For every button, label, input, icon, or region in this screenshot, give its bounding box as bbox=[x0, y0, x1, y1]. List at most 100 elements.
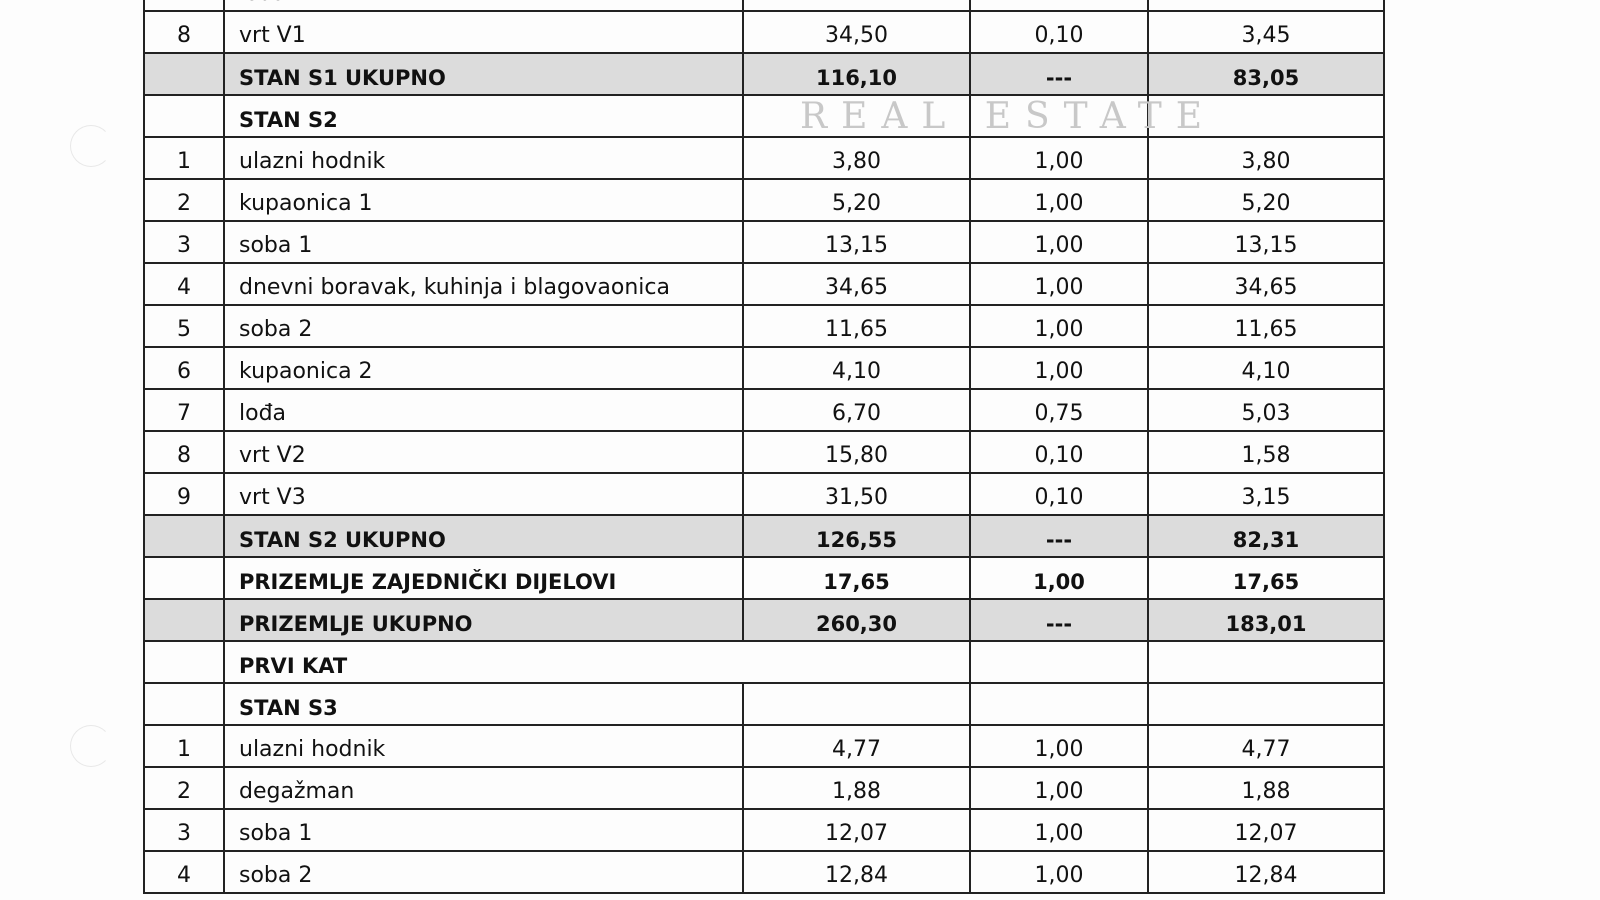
table-row: PRIZEMLJE ZAJEDNIČKI DIJELOVI 17,65 1,00 17… bbox=[145, 558, 1385, 600]
table-row: STAN S2 bbox=[145, 96, 1385, 138]
coefficient-cell: 0,10 bbox=[971, 432, 1149, 472]
area-cell bbox=[744, 96, 971, 136]
room-name: vrt V3 bbox=[225, 474, 744, 514]
row-number: 8 bbox=[145, 12, 225, 52]
table-row: 6 kupaonica 2 4,10 1,00 4,10 bbox=[145, 348, 1385, 390]
area-cell bbox=[744, 0, 971, 10]
area-cell: 4,77 bbox=[744, 726, 971, 766]
coefficient-cell: 1,00 bbox=[971, 768, 1149, 808]
row-number: 5 bbox=[145, 306, 225, 346]
room-name: STAN S2 bbox=[225, 96, 744, 136]
table-row: 9 vrt V3 31,50 0,10 3,15 bbox=[145, 474, 1385, 516]
area-cell: 11,65 bbox=[744, 306, 971, 346]
row-number: 2 bbox=[145, 180, 225, 220]
room-name: ulazni hodnik bbox=[225, 726, 744, 766]
coefficient-cell: 1,00 bbox=[971, 306, 1149, 346]
net-area-cell bbox=[1149, 0, 1385, 10]
area-cell: 12,07 bbox=[744, 810, 971, 850]
table-row: PRIZEMLJE UKUPNO 260,30 --- 183,01 bbox=[145, 600, 1385, 642]
coefficient-cell: 1,00 bbox=[971, 180, 1149, 220]
table-row: 8 vrt V2 15,80 0,10 1,58 bbox=[145, 432, 1385, 474]
coefficient-cell: 1,00 bbox=[971, 348, 1149, 388]
row-number: 3 bbox=[145, 810, 225, 850]
table-row: 2 kupaonica 1 5,20 1,00 5,20 bbox=[145, 180, 1385, 222]
room-name: STAN S2 UKUPNO bbox=[225, 516, 744, 556]
net-area-cell: 13,15 bbox=[1149, 222, 1385, 262]
net-area-cell: 34,65 bbox=[1149, 264, 1385, 304]
net-area-cell: 3,15 bbox=[1149, 474, 1385, 514]
area-cell: 17,65 bbox=[744, 558, 971, 598]
room-name: soba 1 bbox=[225, 810, 744, 850]
row-label: PRVI KAT bbox=[225, 642, 971, 682]
area-cell: 34,65 bbox=[744, 264, 971, 304]
room-name: soba 2 bbox=[225, 306, 744, 346]
net-area-cell bbox=[1149, 96, 1385, 136]
table-row: 3 soba 1 13,15 1,00 13,15 bbox=[145, 222, 1385, 264]
table-row: STAN S2 UKUPNO 126,55 --- 82,31 bbox=[145, 516, 1385, 558]
row-number: 7 bbox=[145, 0, 225, 10]
row-number bbox=[145, 642, 225, 682]
room-name: soba 2 bbox=[225, 852, 744, 892]
coefficient-cell: --- bbox=[971, 600, 1149, 640]
net-area-cell: 5,03 bbox=[1149, 390, 1385, 430]
net-area-cell: 4,10 bbox=[1149, 348, 1385, 388]
net-area-cell: 12,07 bbox=[1149, 810, 1385, 850]
net-area-cell: 183,01 bbox=[1149, 600, 1385, 640]
coefficient-cell: 1,00 bbox=[971, 558, 1149, 598]
net-area-cell: 12,84 bbox=[1149, 852, 1385, 892]
coefficient-cell: 1,00 bbox=[971, 138, 1149, 178]
net-area-cell bbox=[1149, 684, 1385, 724]
coefficient-cell: 1,00 bbox=[971, 810, 1149, 850]
table-row: 2 degažman 1,88 1,00 1,88 bbox=[145, 768, 1385, 810]
coefficient-cell: 0,10 bbox=[971, 12, 1149, 52]
area-cell: 13,15 bbox=[744, 222, 971, 262]
net-area-cell: 11,65 bbox=[1149, 306, 1385, 346]
area-cell: 1,88 bbox=[744, 768, 971, 808]
net-area-cell: 17,65 bbox=[1149, 558, 1385, 598]
area-cell: 15,80 bbox=[744, 432, 971, 472]
row-number: 3 bbox=[145, 222, 225, 262]
row-number: 1 bbox=[145, 726, 225, 766]
punch-hole bbox=[70, 725, 112, 767]
room-name: STAN S1 UKUPNO bbox=[225, 54, 744, 94]
area-cell: 12,84 bbox=[744, 852, 971, 892]
area-cell: 5,20 bbox=[744, 180, 971, 220]
table-row: 4 dnevni boravak, kuhinja i blagovaonica 3… bbox=[145, 264, 1385, 306]
room-name: STAN S3 bbox=[225, 684, 744, 724]
row-number: 8 bbox=[145, 432, 225, 472]
net-area-cell bbox=[1149, 642, 1385, 682]
table-row: PRVI KAT bbox=[145, 642, 1385, 684]
room-name: dnevni boravak, kuhinja i blagovaonica bbox=[225, 264, 744, 304]
net-area-cell: 1,58 bbox=[1149, 432, 1385, 472]
net-area-cell: 1,88 bbox=[1149, 768, 1385, 808]
area-cell: 3,80 bbox=[744, 138, 971, 178]
net-area-cell: 83,05 bbox=[1149, 54, 1385, 94]
table-row: 8 vrt V1 34,50 0,10 3,45 bbox=[145, 12, 1385, 54]
row-number bbox=[145, 684, 225, 724]
area-cell: 126,55 bbox=[744, 516, 971, 556]
row-number: 4 bbox=[145, 852, 225, 892]
table-row: 4 soba 2 12,84 1,00 12,84 bbox=[145, 852, 1385, 894]
table-row: 1 ulazni hodnik 3,80 1,00 3,80 bbox=[145, 138, 1385, 180]
coefficient-cell: 0,75 bbox=[971, 390, 1149, 430]
coefficient-cell: 1,00 bbox=[971, 264, 1149, 304]
area-cell: 4,10 bbox=[744, 348, 971, 388]
coefficient-cell: 1,00 bbox=[971, 852, 1149, 892]
row-number bbox=[145, 54, 225, 94]
area-cell: 34,50 bbox=[744, 12, 971, 52]
coefficient-cell: 1,00 bbox=[971, 222, 1149, 262]
punch-hole bbox=[70, 125, 112, 167]
table-row: STAN S1 UKUPNO 116,10 --- 83,05 bbox=[145, 54, 1385, 96]
row-number bbox=[145, 600, 225, 640]
table-row: 3 soba 1 12,07 1,00 12,07 bbox=[145, 810, 1385, 852]
row-number: 9 bbox=[145, 474, 225, 514]
room-name: PRIZEMLJE UKUPNO bbox=[225, 600, 744, 640]
area-cell: 116,10 bbox=[744, 54, 971, 94]
room-name: vrt V1 bbox=[225, 12, 744, 52]
coefficient-cell: 0,10 bbox=[971, 474, 1149, 514]
row-number bbox=[145, 96, 225, 136]
area-cell: 31,50 bbox=[744, 474, 971, 514]
room-name: kupaonica 1 bbox=[225, 180, 744, 220]
